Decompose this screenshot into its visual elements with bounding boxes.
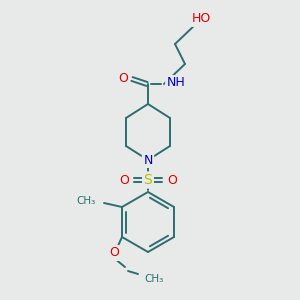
Text: HO: HO: [191, 13, 211, 26]
Text: O: O: [119, 173, 129, 187]
Text: CH₃: CH₃: [77, 196, 96, 206]
Text: O: O: [109, 247, 119, 260]
Text: N: N: [143, 154, 153, 166]
Text: CH₃: CH₃: [144, 274, 163, 284]
Text: S: S: [144, 173, 152, 187]
Text: O: O: [118, 71, 128, 85]
Text: O: O: [167, 173, 177, 187]
Text: NH: NH: [167, 76, 185, 89]
